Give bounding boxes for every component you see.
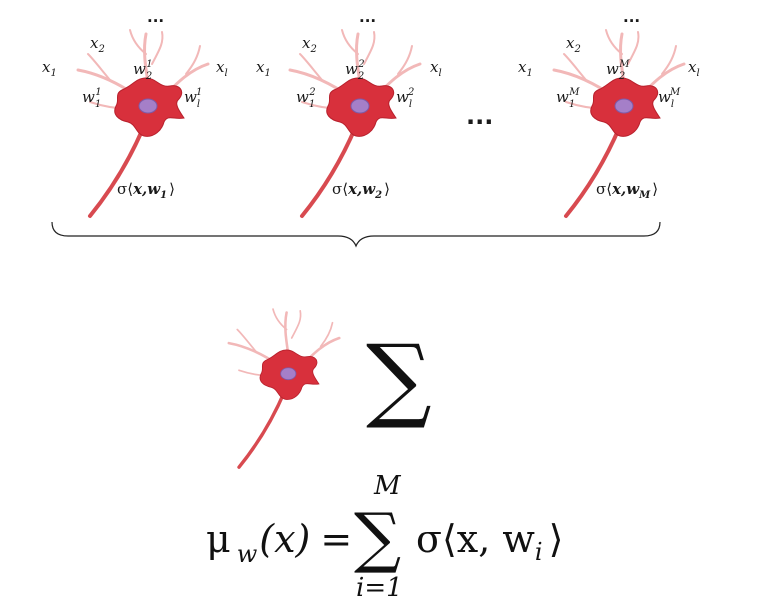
neuron-2-x2-label: x2 [302,34,317,55]
summation-symbol: ∑ [366,325,432,432]
neuron-m: x1 x2 ... xl w2M w1M wlM σ⟨x,wM ⟩ [518,8,700,218]
neuron-2-xl-label: xl [430,58,442,79]
neuron-2-w2-label: w22 [345,59,365,82]
neuron-1-xl-label: xl [216,58,228,79]
neuron-m-wl-label: wlM [658,87,681,110]
output-neuron-shape [227,307,341,469]
neuron-m-activation: σ⟨x,wM ⟩ [596,180,658,201]
neuron-1-w1-label: w11 [82,87,102,110]
neuron-m-xl-label: xl [688,58,700,79]
neuron-m-x1-label: x1 [518,58,533,79]
grouping-brace [51,221,661,248]
neuron-2-x1-label: x1 [256,58,271,79]
neuron-1-top-dots: ... [147,8,164,26]
output-formula: μ w(x) = M ∑ i=1 σ⟨x, wi ⟩ [206,471,563,603]
neuron-2-top-dots: ... [359,8,376,26]
formula-lhs: μ w(x) = [206,517,352,568]
formula-sum-symbol: ∑ [354,499,401,576]
neuron-1-x2-label: x2 [90,34,105,55]
neuron-1-wl-label: wl1 [184,87,202,110]
neuron-m-w1-label: w1M [556,87,580,110]
neurons-ellipsis: ... [466,102,493,130]
neuron-2: x1 x2 ... xl w22 w12 wl2 σ⟨x,w2 ⟩ [256,8,442,218]
formula-term: σ⟨x, wi ⟩ [416,517,563,566]
neuron-2-w1-label: w12 [296,87,316,110]
neuron-2-wl-label: wl2 [396,87,414,110]
neuron-2-activation: σ⟨x,w2 ⟩ [332,180,390,201]
neuron-1-w2-label: w21 [133,59,153,82]
output-neuron [227,307,341,469]
neuron-m-x2-label: x2 [566,34,581,55]
neuron-m-w2-label: w2M [606,59,630,82]
neuron-m-top-dots: ... [623,8,640,26]
neuron-1: x1 x2 ... xl w21 w11 wl1 σ⟨x,w1 ⟩ [42,8,228,218]
neuron-1-x1-label: x1 [42,58,57,79]
formula-upper-limit: M [373,471,402,501]
formula-lower-limit: i=1 [356,573,403,603]
neuron-1-activation: σ⟨x,w1 ⟩ [117,180,175,201]
